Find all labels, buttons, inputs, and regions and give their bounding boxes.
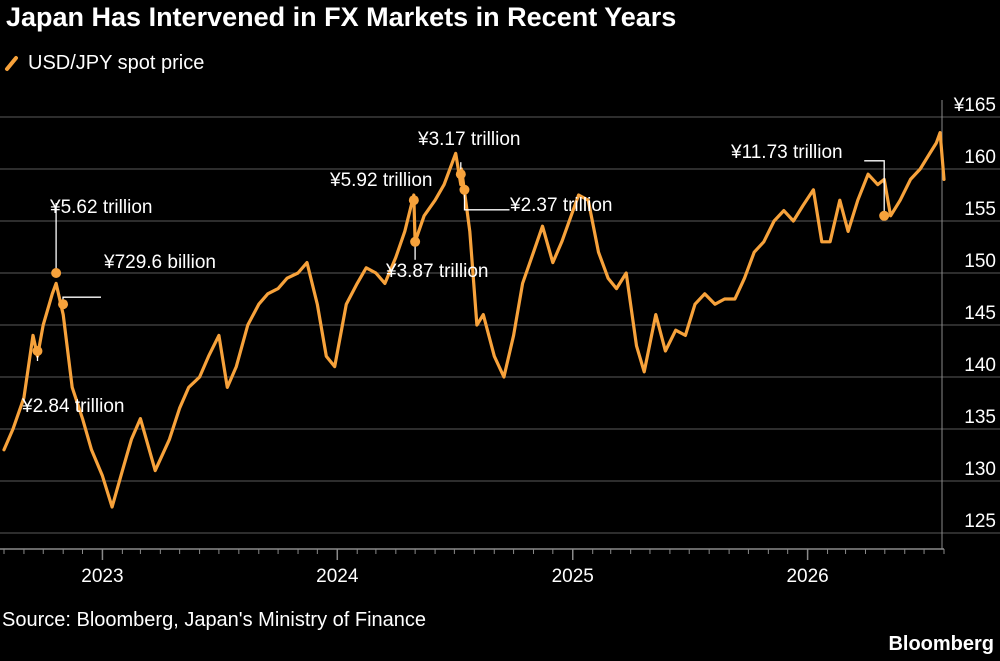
annotation-leader xyxy=(62,296,101,305)
annotation-label: ¥2.84 trillion xyxy=(21,396,124,417)
legend-swatch-icon xyxy=(5,56,18,71)
annotation-marker xyxy=(459,184,470,195)
annotation-marker xyxy=(32,346,43,356)
x-tick-label: 2023 xyxy=(81,566,123,587)
chart-legend: USD/JPY spot price xyxy=(4,50,204,76)
annotation-label: ¥11.73 trillion xyxy=(730,142,843,163)
annotation-label: ¥5.92 trillion xyxy=(329,170,432,191)
annotation-label: ¥3.17 trillion xyxy=(417,129,520,150)
y-tick-label: 150 xyxy=(964,251,996,272)
annotation-marker xyxy=(408,195,419,206)
series-line-usdjpy xyxy=(2,131,946,509)
y-tick-label: ¥165 xyxy=(953,95,996,116)
x-tick-label: 2026 xyxy=(786,566,828,587)
annotation-leader xyxy=(463,189,510,211)
annotation-marker xyxy=(879,210,890,221)
annotation-label: ¥5.62 trillion xyxy=(49,197,152,218)
x-axis: 2023 2024 2025 2026 xyxy=(0,100,945,587)
y-tick-label: 140 xyxy=(964,355,996,376)
annotation-marker xyxy=(58,299,69,310)
x-tick-label: 2024 xyxy=(316,566,359,587)
annotations-layer: ¥2.84 trillion ¥5.62 trillion ¥729.6 billi… xyxy=(21,129,890,417)
annotation-marker xyxy=(51,268,62,278)
annotation-label: ¥3.87 trillion xyxy=(385,261,488,282)
annotation-leader xyxy=(864,160,885,216)
annotation-label: ¥729.6 billion xyxy=(103,252,216,273)
brand-logo: Bloomberg xyxy=(888,633,994,655)
y-tick-label: 145 xyxy=(964,303,996,324)
y-tick-label: 160 xyxy=(964,147,996,168)
annotation-label: ¥2.37 trillion xyxy=(509,195,612,216)
x-tick-label: 2025 xyxy=(552,566,594,587)
annotation-marker xyxy=(455,169,466,180)
annotation-marker xyxy=(410,236,421,247)
grid-lines xyxy=(0,116,1000,534)
y-tick-label: 155 xyxy=(964,199,996,220)
chart-title: Japan Has Intervened in FX Markets in Re… xyxy=(6,2,677,32)
y-tick-label: 125 xyxy=(964,511,996,532)
y-tick-label: 130 xyxy=(964,459,996,480)
y-tick-label: 135 xyxy=(964,407,996,428)
source-note: Source: Bloomberg, Japan's Ministry of F… xyxy=(2,609,427,631)
legend-label: USD/JPY spot price xyxy=(28,51,205,74)
y-axis: ¥165 160 155 150 145 140 135 130 125 xyxy=(953,95,996,532)
series-layer xyxy=(2,131,946,509)
